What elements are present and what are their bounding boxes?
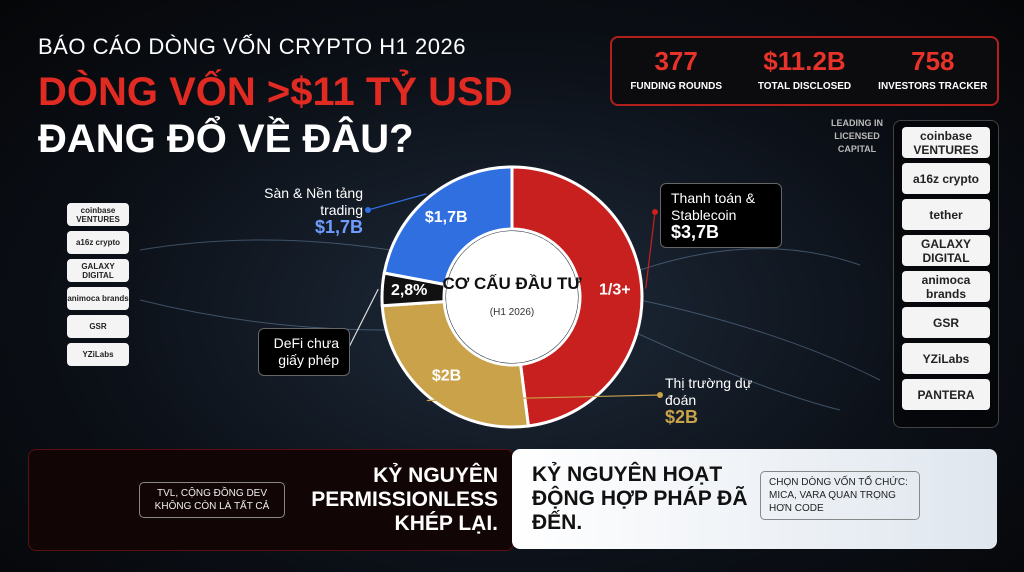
investor-logo: coinbase VENTURES (67, 203, 129, 226)
category-label: DeFi chưa giấy phép (273, 335, 339, 368)
investor-logo: animoca brands (67, 287, 129, 310)
segment-label: 2,8% (391, 282, 427, 299)
stat-label: TOTAL DISCLOSED (757, 81, 852, 92)
callout-dot (652, 209, 658, 215)
map-lines (139, 239, 881, 411)
title: DÒNG VỐN >$11 TỶ USD (38, 70, 513, 114)
investor-list: coinbase VENTURES a16z crypto GALAXY DIGIT… (67, 203, 129, 366)
stat: $11.2B TOTAL DISCLOSED (740, 38, 868, 104)
investor-logo: GSR (67, 315, 129, 338)
donut-center (446, 231, 578, 363)
value-label: $2B (665, 407, 699, 427)
kicker: BÁO CÁO DÒNG VỐN CRYPTO H1 2026 (38, 34, 466, 59)
investor-logo: a16z crypto (67, 231, 129, 254)
callout-line (426, 394, 661, 402)
stat-value: $11.2B (763, 46, 846, 76)
footer-title: KỶ NGUYÊN HOẠT ĐỘNG HỢP PHÁP ĐÃ ĐẾN. (532, 463, 748, 534)
stat-label: INVESTORS TRACKER (878, 81, 988, 92)
category-label: Thị trường dự đoán (665, 375, 753, 408)
callout-line (645, 211, 656, 289)
callout-dot (657, 392, 663, 398)
stat-value: 377 (654, 46, 698, 76)
investor-logo: PANTERA (902, 379, 990, 410)
donut-segment (380, 299, 531, 429)
footer-left: TVL, CỘNG ĐỒNG DEV KHÔNG CÒN LÀ TẤT CẢ K… (28, 449, 514, 551)
investor-logo: animoca brands (902, 271, 990, 302)
leading-label: LEADING IN LICENSED CAPITAL (830, 118, 883, 154)
segment-label: $2B (432, 368, 461, 385)
footer-title: KỶ NGUYÊN PERMISSIONLESS KHÉP LẠI. (311, 464, 498, 535)
donut-segment (382, 165, 514, 287)
center-subtitle: (H1 2026) (490, 307, 534, 318)
value-label: $1,7B (314, 217, 363, 237)
stats-panel: 377 FUNDING ROUNDS $11.2B TOTAL DISCLOSED 75… (610, 36, 999, 106)
callout: Sàn & Nền tảng trading $1,7B (248, 185, 363, 236)
callout-dot (365, 207, 371, 213)
investor-list: coinbase VENTURES a16z crypto tether GALAXY… (893, 120, 999, 428)
footer-note: CHỌN DÒNG VỐN TỔ CHỨC: MICA, VARA QUAN T… (760, 471, 920, 520)
callout: Thanh toán & Stablecoin $3,7B (660, 183, 782, 248)
investor-logo: GALAXY DIGITAL (902, 235, 990, 266)
investor-logo: YZiLabs (67, 343, 129, 366)
footer-note: TVL, CỘNG ĐỒNG DEV KHÔNG CÒN LÀ TẤT CẢ (139, 482, 285, 518)
investor-logo: a16z crypto (902, 163, 990, 194)
category-label: Thanh toán & Stablecoin (671, 190, 756, 223)
title: ĐANG ĐỔ VỀ ĐÂU? (38, 117, 414, 161)
callout-line (344, 288, 379, 356)
segment-label: $1,7B (425, 209, 468, 226)
stat: 758 INVESTORS TRACKER (869, 38, 997, 104)
callout-line (367, 193, 427, 211)
callout: DeFi chưa giấy phép (258, 328, 350, 376)
investor-logo: YZiLabs (902, 343, 990, 374)
investor-logo: coinbase VENTURES (902, 127, 990, 158)
donut-segment (510, 165, 644, 428)
segment-label: 1/3+ (599, 282, 631, 299)
investor-logo: GSR (902, 307, 990, 338)
category-label: Sàn & Nền tảng trading (264, 185, 363, 218)
investor-logo: tether (902, 199, 990, 230)
center-title: CƠ CẤU ĐẦU TƯ (442, 274, 582, 293)
callout: Thị trường dự đoán $2B (665, 375, 765, 426)
stat-label: FUNDING ROUNDS (630, 81, 722, 92)
investor-logo: GALAXY DIGITAL (67, 259, 129, 282)
footer-right: KỶ NGUYÊN HOẠT ĐỘNG HỢP PHÁP ĐÃ ĐẾN. CHỌ… (512, 449, 997, 549)
stat: 377 FUNDING ROUNDS (612, 38, 740, 104)
stat-value: 758 (911, 46, 955, 76)
value-label: $3,7B (671, 222, 720, 242)
